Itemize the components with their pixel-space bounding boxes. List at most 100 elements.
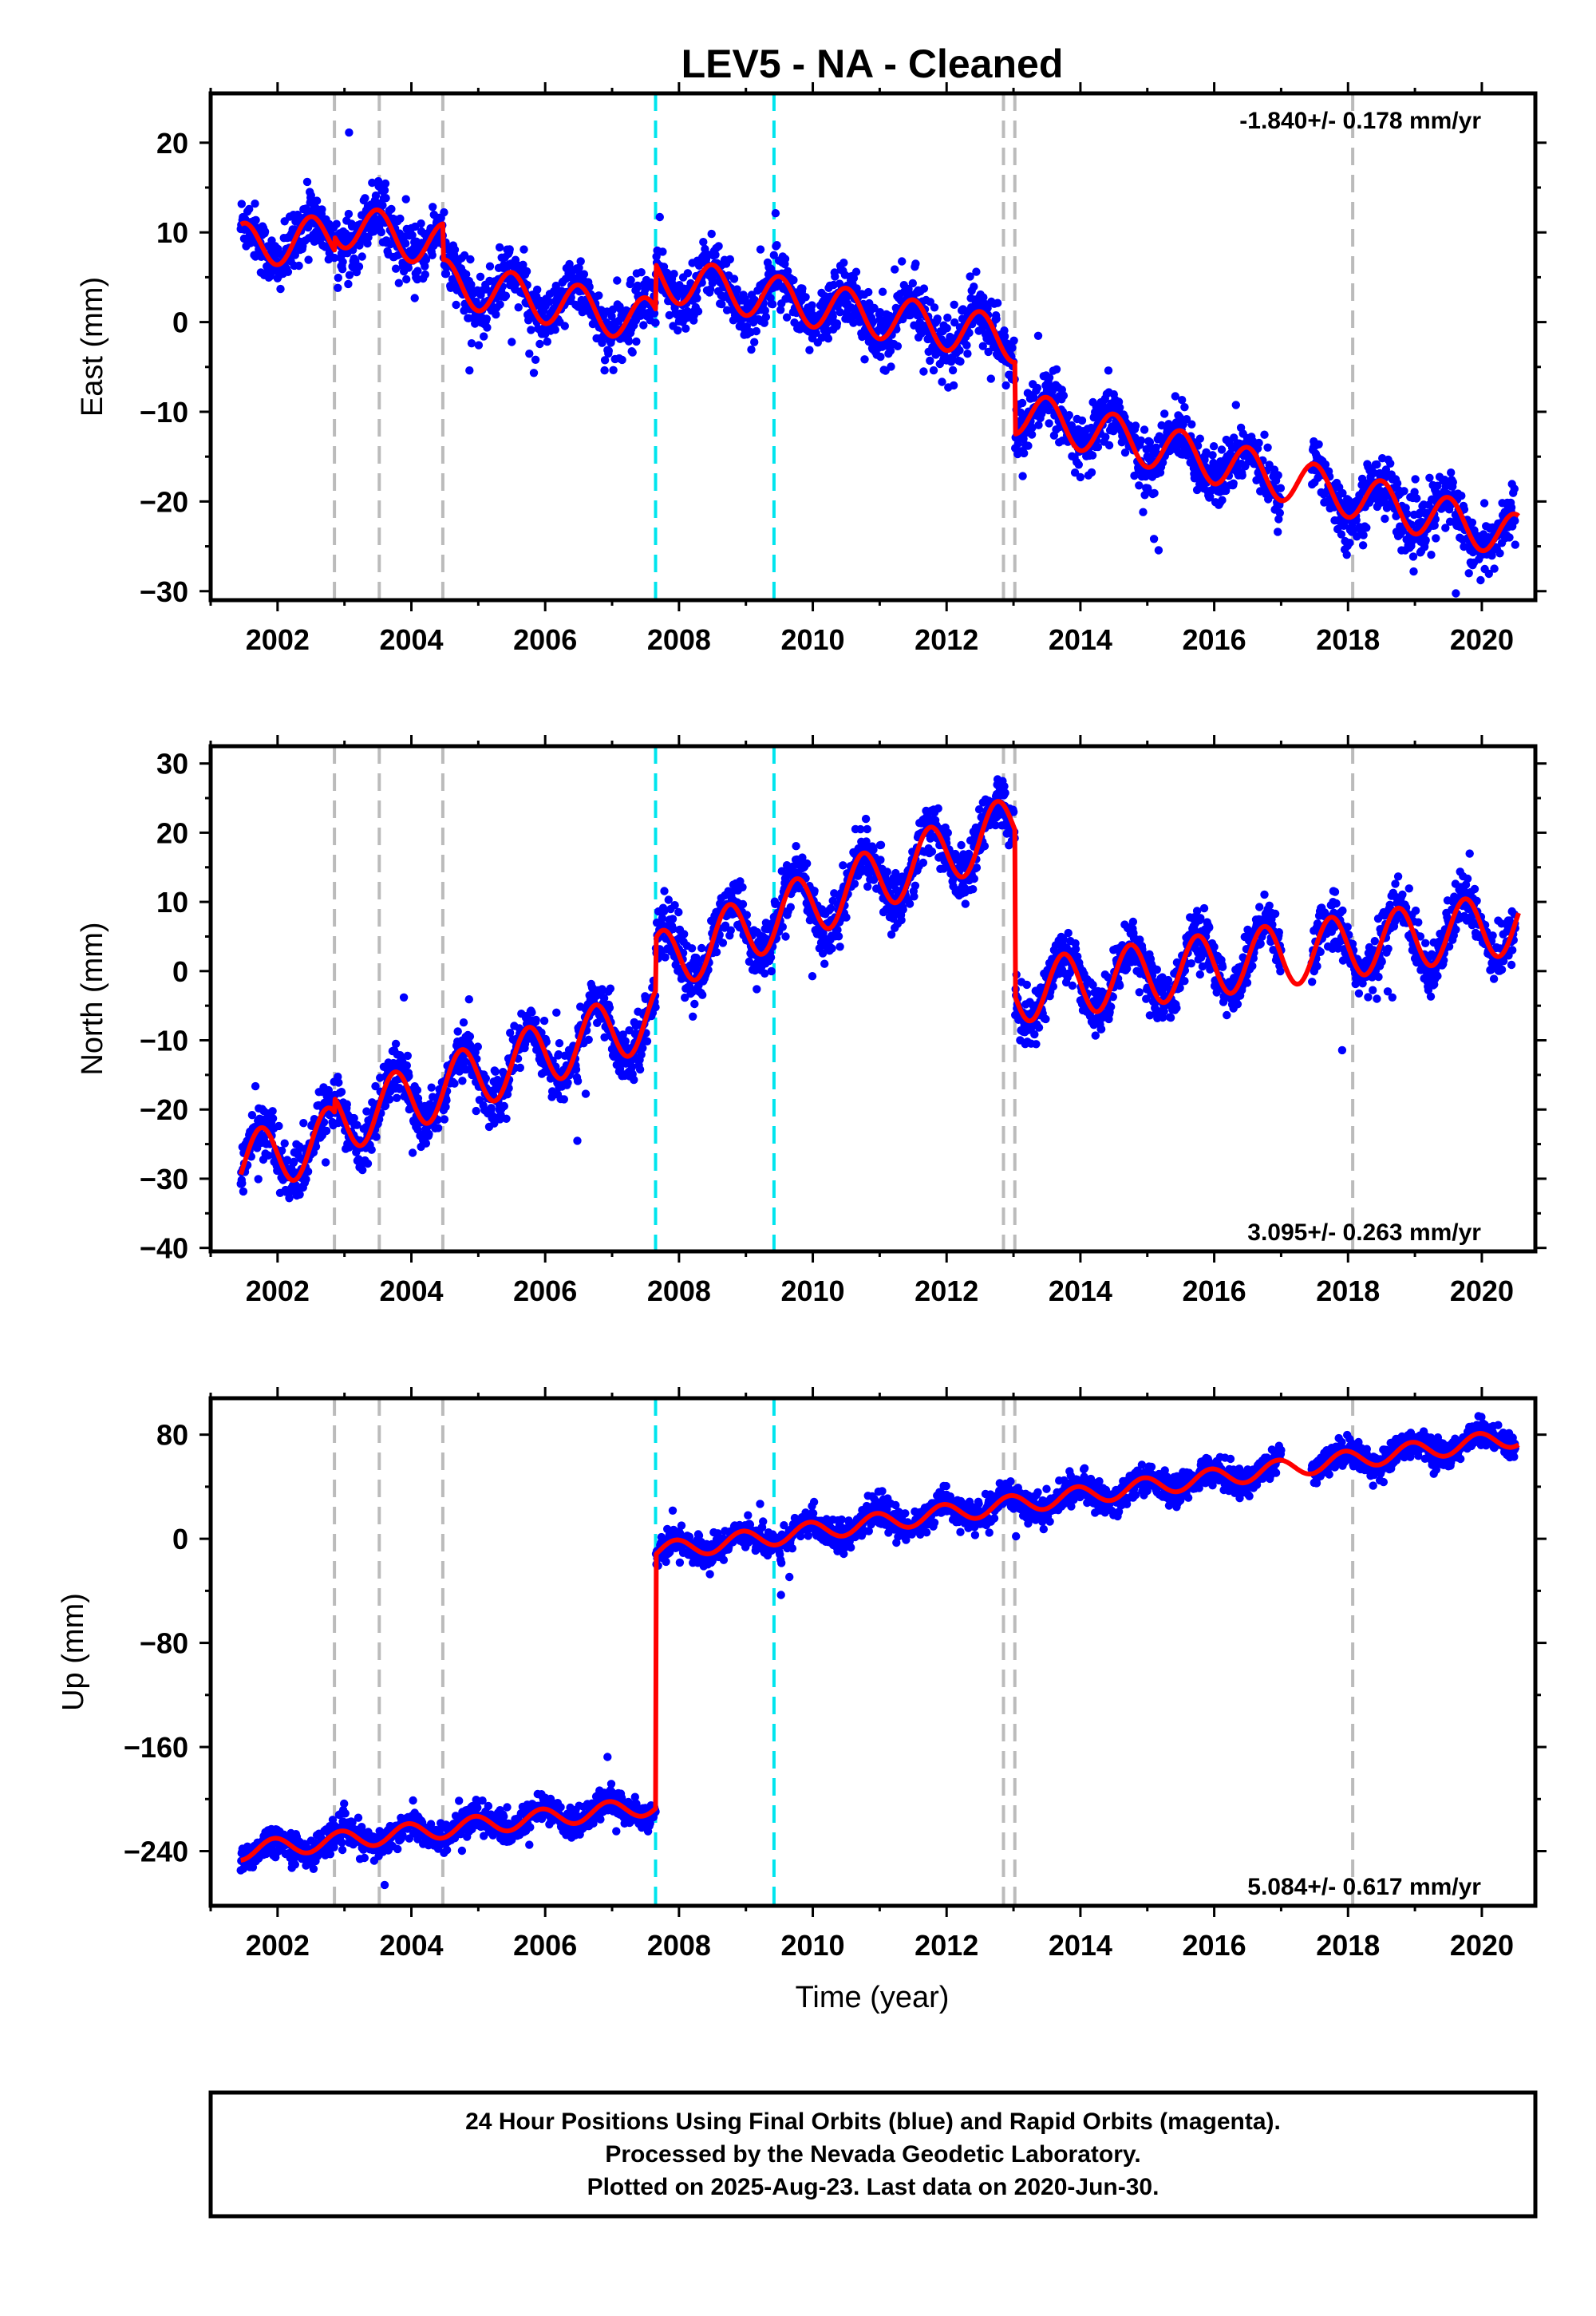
x-tick-label: 2006	[513, 623, 577, 656]
data-point	[462, 270, 471, 279]
data-point	[956, 357, 965, 366]
data-point	[832, 319, 842, 328]
data-point	[1033, 331, 1043, 340]
data-point	[1314, 440, 1323, 449]
data-point	[979, 293, 988, 302]
data-point	[689, 1012, 697, 1022]
data-point	[1484, 569, 1494, 579]
data-point	[836, 308, 844, 317]
data-point	[1171, 392, 1180, 401]
data-point	[943, 828, 953, 837]
data-point	[839, 861, 847, 870]
x-tick-label: 2010	[780, 623, 844, 656]
data-point	[842, 913, 851, 922]
data-point	[697, 943, 706, 953]
data-point	[402, 1061, 411, 1070]
data-point	[600, 366, 609, 375]
data-point	[721, 921, 730, 931]
data-point	[1065, 411, 1074, 420]
data-point	[417, 219, 425, 228]
data-point	[559, 1095, 568, 1104]
data-point	[1067, 421, 1077, 430]
data-point	[1034, 1023, 1044, 1032]
data-point	[290, 251, 299, 259]
velocity-rate-label: -1.840+/- 0.178 mm/yr	[1239, 108, 1481, 134]
data-point	[481, 1074, 490, 1083]
data-point	[508, 338, 516, 346]
data-point	[760, 969, 769, 978]
data-point	[831, 272, 839, 281]
data-point	[342, 1100, 351, 1109]
data-point	[464, 995, 473, 1004]
data-point	[650, 309, 659, 318]
data-point	[1274, 515, 1283, 524]
data-point	[334, 1078, 343, 1087]
data-point	[1000, 332, 1009, 341]
data-point	[440, 207, 448, 217]
data-point	[681, 993, 689, 1002]
data-point	[441, 269, 451, 279]
data-point	[747, 345, 756, 354]
data-point	[361, 194, 369, 203]
data-point	[1432, 534, 1440, 543]
data-point	[955, 346, 964, 355]
data-point	[277, 1146, 286, 1156]
data-point	[505, 245, 514, 254]
final-orbit-points	[236, 775, 1520, 1203]
data-point	[303, 1167, 313, 1176]
data-point	[970, 874, 979, 883]
data-point	[1034, 421, 1043, 429]
data-point	[1131, 421, 1140, 430]
data-point	[1409, 567, 1418, 576]
data-point	[751, 966, 760, 975]
data-point	[413, 1125, 422, 1134]
data-point	[1229, 479, 1238, 488]
data-point	[706, 285, 715, 294]
data-point	[863, 824, 871, 834]
data-point	[1017, 398, 1027, 408]
data-point	[949, 381, 958, 390]
data-point	[1507, 503, 1516, 512]
model-fit-line	[239, 207, 1521, 554]
data-point	[353, 1120, 361, 1129]
data-point	[393, 1093, 401, 1103]
data-point	[772, 241, 781, 250]
data-point	[487, 1104, 496, 1113]
data-point	[609, 366, 618, 374]
data-point	[630, 1075, 638, 1085]
data-point	[1074, 460, 1084, 469]
data-point	[251, 215, 260, 224]
data-point	[875, 308, 885, 317]
data-point	[607, 311, 616, 321]
data-point	[760, 306, 769, 315]
data-point	[1345, 539, 1354, 547]
data-point	[926, 356, 934, 366]
data-point	[428, 251, 437, 259]
data-point	[1276, 484, 1286, 492]
data-point	[429, 203, 437, 211]
data-point	[1029, 393, 1038, 402]
data-point	[542, 1037, 551, 1046]
data-point	[860, 355, 869, 364]
data-point	[621, 1037, 630, 1045]
data-point	[766, 953, 776, 962]
data-point	[519, 260, 527, 269]
data-point	[1337, 530, 1346, 539]
data-point	[571, 1065, 581, 1074]
data-point	[626, 275, 635, 285]
data-point	[595, 291, 603, 300]
data-point	[1101, 433, 1110, 441]
data-point	[1254, 438, 1263, 448]
data-point	[473, 1042, 482, 1051]
data-point	[826, 903, 836, 913]
data-point	[527, 1008, 536, 1017]
data-point	[483, 323, 492, 332]
data-point	[529, 369, 539, 377]
data-point	[554, 1050, 563, 1059]
data-point	[1362, 524, 1371, 532]
data-point	[1093, 442, 1103, 452]
data-point	[312, 196, 322, 205]
data-point	[1158, 458, 1167, 467]
data-point	[969, 885, 978, 894]
data-point	[1032, 1040, 1041, 1049]
